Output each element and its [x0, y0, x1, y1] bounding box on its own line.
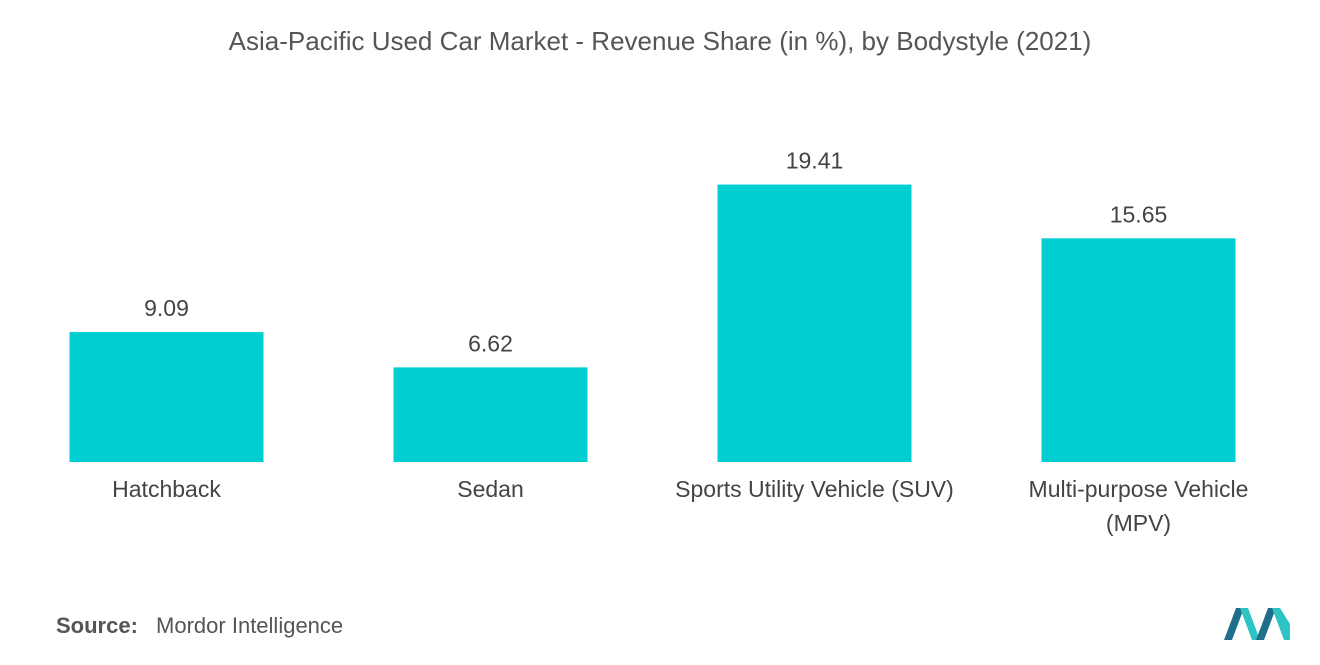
source-note: Source: Mordor Intelligence — [56, 613, 343, 639]
x-tick-label-0: Hatchback — [112, 476, 221, 502]
bar-0 — [69, 332, 264, 462]
mordor-intelligence-logo-icon — [1224, 608, 1290, 640]
bar-value-label-2: 19.41 — [786, 148, 844, 174]
bar-value-label-0: 9.09 — [144, 295, 189, 321]
source-text: Mordor Intelligence — [156, 613, 344, 638]
bar-2 — [717, 184, 912, 462]
logo-left-stroke — [1224, 608, 1244, 640]
x-tick-label-3-line-0: Multi-purpose Vehicle — [1029, 476, 1249, 502]
logo-middle-stroke — [1240, 608, 1260, 640]
x-tick-label-1: Sedan — [457, 476, 524, 502]
source-label: Source: — [56, 613, 138, 638]
x-tick-label-3-line-1: (MPV) — [1106, 510, 1171, 536]
logo-right-stroke — [1256, 608, 1276, 640]
logo-far-right-stroke — [1272, 608, 1290, 640]
bar-1 — [393, 367, 588, 462]
chart-title: Asia-Pacific Used Car Market - Revenue S… — [228, 26, 1092, 56]
bar-value-label-1: 6.62 — [468, 330, 513, 356]
bar-value-label-3: 15.65 — [1110, 201, 1168, 227]
bar-3 — [1041, 238, 1236, 462]
x-tick-label-2: Sports Utility Vehicle (SUV) — [675, 476, 954, 502]
